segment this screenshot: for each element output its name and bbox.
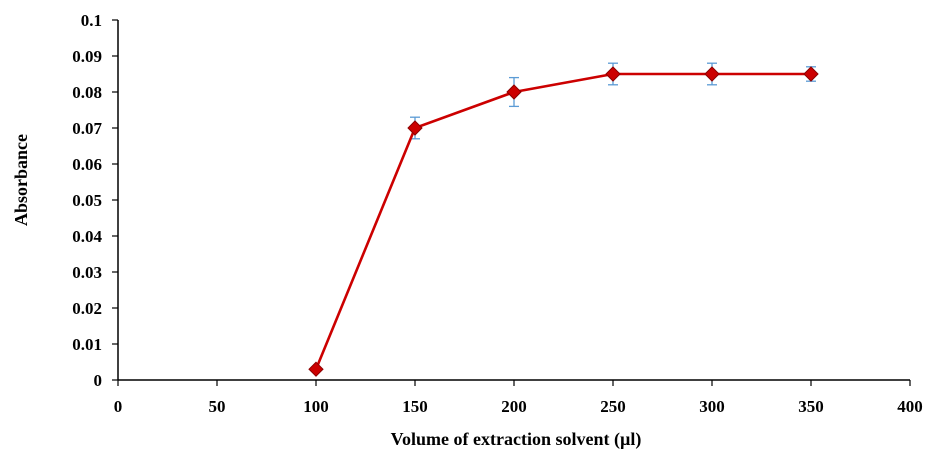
y-tick-label: 0.05 <box>72 191 102 210</box>
x-tick-label: 150 <box>402 397 428 416</box>
x-tick-label: 400 <box>897 397 923 416</box>
tick-labels: 0 50 100 150 200 250 300 350 400 0 0.01 0.02 0.03 0.0… <box>72 11 923 416</box>
data-point-marker <box>605 66 621 82</box>
data-point-marker <box>803 66 819 82</box>
y-tick-label: 0.08 <box>72 83 102 102</box>
x-axis-title: Volume of extraction solvent (µl) <box>391 429 642 450</box>
series-line <box>314 72 811 370</box>
data-point-marker <box>407 120 423 136</box>
axes <box>112 19 911 386</box>
data-point-marker <box>506 84 522 100</box>
data-markers <box>308 66 819 377</box>
y-tick-label: 0.04 <box>72 227 102 246</box>
data-point-marker <box>704 66 720 82</box>
y-tick-label: 0.1 <box>81 11 102 30</box>
y-tick-label: 0.07 <box>72 119 102 138</box>
x-tick-label: 50 <box>209 397 226 416</box>
y-tick-label: 0.06 <box>72 155 102 174</box>
x-tick-label: 250 <box>600 397 626 416</box>
y-tick-label: 0.02 <box>72 299 102 318</box>
x-tick-label: 350 <box>798 397 824 416</box>
data-point-marker <box>308 361 324 377</box>
y-tick-label: 0.01 <box>72 335 102 354</box>
y-axis-title: Absorbance <box>11 134 31 226</box>
x-tick-label: 0 <box>114 397 123 416</box>
x-tick-label: 100 <box>303 397 329 416</box>
y-tick-label: 0.03 <box>72 263 102 282</box>
series-line-layer <box>314 72 811 370</box>
y-tick-label: 0 <box>94 371 103 390</box>
y-tick-label: 0.09 <box>72 47 102 66</box>
x-tick-label: 300 <box>699 397 725 416</box>
x-tick-label: 200 <box>501 397 527 416</box>
